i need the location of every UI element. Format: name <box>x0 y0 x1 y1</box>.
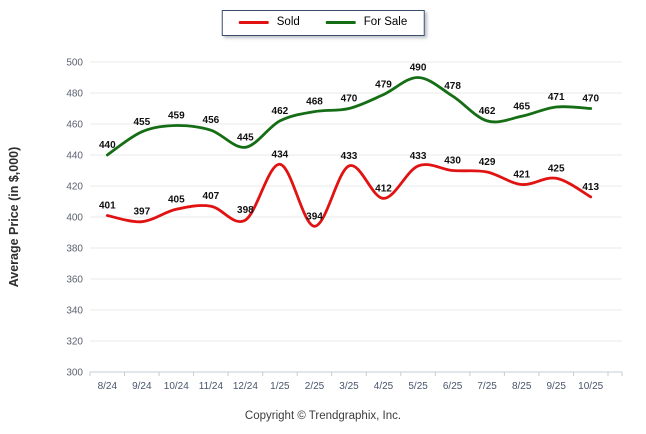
legend-label-sold: Sold <box>276 16 300 28</box>
data-point-label: 456 <box>203 115 220 126</box>
x-tick-label: 4/25 <box>374 381 394 392</box>
x-tick-label: 9/24 <box>132 381 152 392</box>
x-tick-label: 9/25 <box>546 381 566 392</box>
y-axis-title: Average Price (in $,000) <box>7 147 21 288</box>
data-point-label: 468 <box>306 97 323 108</box>
data-point-label: 462 <box>272 106 289 117</box>
sold-series-line <box>105 162 593 228</box>
data-point-label: 425 <box>548 163 565 174</box>
data-point-label: 470 <box>582 94 599 105</box>
data-point-label: 434 <box>272 149 289 160</box>
x-tick-label: 3/25 <box>339 381 359 392</box>
legend-item-for-sale: For Sale <box>325 16 408 29</box>
chart-legend: Sold For Sale <box>221 10 425 36</box>
legend-label-for-sale: For Sale <box>363 16 408 28</box>
data-point-label: 465 <box>513 101 530 112</box>
x-tick-label: 2/25 <box>305 381 325 392</box>
x-tick-label: 10/25 <box>578 381 603 392</box>
data-point-label: 429 <box>479 157 496 168</box>
data-point-label: 401 <box>99 201 116 212</box>
x-tick-label: 11/24 <box>199 381 224 392</box>
data-point-label: 397 <box>133 207 150 218</box>
data-point-label: 470 <box>341 94 358 105</box>
y-tick-label: 460 <box>66 120 83 131</box>
y-tick-label: 440 <box>66 151 83 162</box>
data-point-label: 440 <box>99 140 116 151</box>
x-tick-label: 1/25 <box>270 381 290 392</box>
data-point-label: 433 <box>410 151 427 162</box>
sold-line-swatch <box>238 21 269 25</box>
data-point-label: 405 <box>168 194 185 205</box>
data-point-label: 471 <box>548 92 565 103</box>
data-point-label: 462 <box>479 106 496 117</box>
y-tick-label: 500 <box>66 58 83 69</box>
data-point-label: 490 <box>410 63 427 74</box>
y-tick-label: 480 <box>66 89 83 100</box>
data-point-label: 430 <box>444 156 461 167</box>
x-tick-label: 8/25 <box>512 381 532 392</box>
legend-item-sold: Sold <box>238 16 300 29</box>
data-point-label: 413 <box>582 182 599 193</box>
y-tick-label: 340 <box>66 306 83 317</box>
y-tick-label: 320 <box>66 337 83 348</box>
y-tick-label: 420 <box>66 182 83 193</box>
x-tick-label: 6/25 <box>443 381 463 392</box>
data-point-label: 421 <box>513 170 530 181</box>
data-point-label: 455 <box>133 117 150 128</box>
copyright-text: Copyright © Trendgraphix, Inc. <box>244 410 402 422</box>
x-tick-label: 7/25 <box>477 381 497 392</box>
y-tick-label: 400 <box>66 213 83 224</box>
y-tick-label: 380 <box>66 244 83 255</box>
for-sale-series-line <box>105 76 593 157</box>
data-point-label: 398 <box>237 205 254 216</box>
data-point-label: 433 <box>341 151 358 162</box>
x-tick-label: 12/24 <box>233 381 258 392</box>
data-point-label: 459 <box>168 111 185 122</box>
x-tick-label: 10/24 <box>164 381 189 392</box>
x-tick-label: 8/24 <box>98 381 118 392</box>
x-tick-label: 5/25 <box>408 381 428 392</box>
data-point-label: 445 <box>237 132 254 143</box>
for-sale-line-swatch <box>325 21 356 25</box>
data-point-label: 407 <box>203 191 220 202</box>
data-point-label: 412 <box>375 183 392 194</box>
y-tick-label: 300 <box>66 368 83 379</box>
y-tick-label: 360 <box>66 275 83 286</box>
data-point-label: 479 <box>375 80 392 91</box>
data-point-label: 394 <box>306 211 323 222</box>
data-point-label: 478 <box>444 81 461 92</box>
